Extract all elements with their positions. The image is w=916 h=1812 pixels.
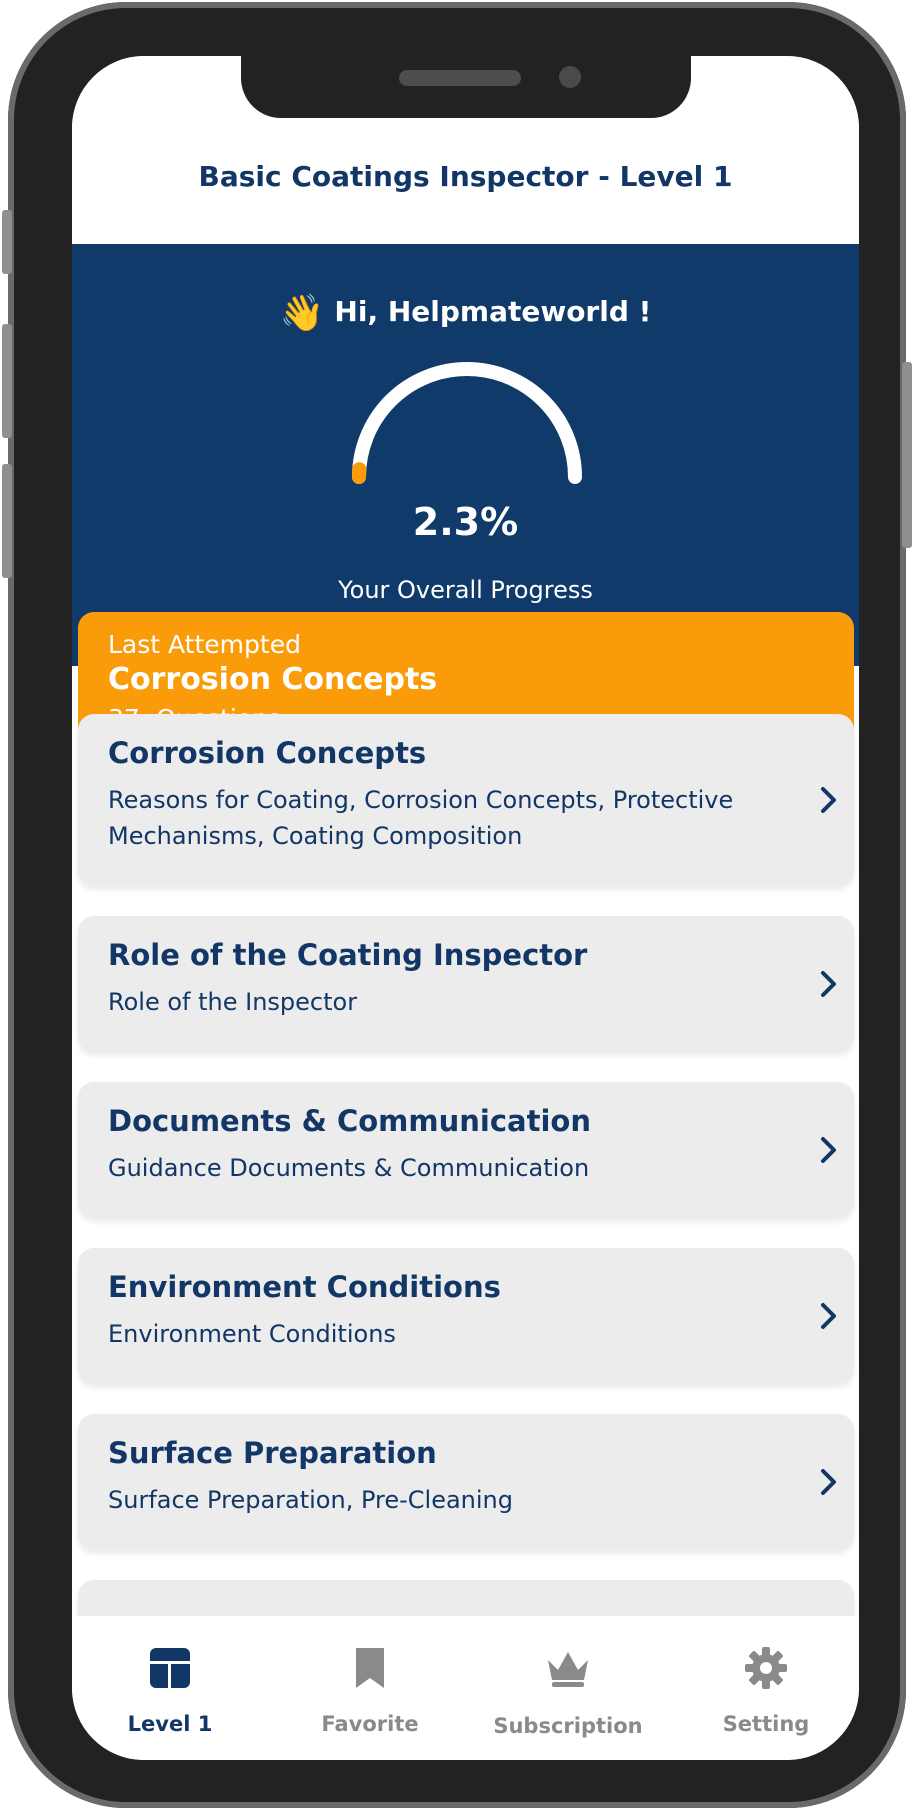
topic-card-documents-communication[interactable]: Documents & Communication Guidance Docum… [78, 1082, 854, 1218]
tab-subscription[interactable]: Subscription [470, 1616, 666, 1760]
topic-description: Reasons for Coating, Corrosion Concepts,… [108, 786, 734, 850]
chevron-right-icon [821, 1137, 836, 1163]
chevron-right-icon [821, 1469, 836, 1495]
tab-level-1[interactable]: Level 1 [72, 1616, 268, 1760]
notch [241, 50, 691, 118]
topic-card-surface-preparation[interactable]: Surface Preparation Surface Preparation,… [78, 1414, 854, 1550]
chevron-right-icon [821, 1303, 836, 1329]
gear-icon [745, 1647, 787, 1689]
tab-label: Subscription [493, 1714, 643, 1738]
volume-down-button [2, 464, 12, 578]
chevron-right-icon [821, 971, 836, 997]
last-attempted-label: Last Attempted [108, 630, 301, 659]
tab-setting[interactable]: Setting [668, 1616, 859, 1760]
progress-gauge [352, 362, 582, 484]
bottom-tab-bar: Level 1 Favorite Subscription [72, 1616, 859, 1760]
topic-card-role-of-inspector[interactable]: Role of the Coating Inspector Role of th… [78, 916, 854, 1052]
bookmark-icon [356, 1648, 384, 1688]
greeting-text: Hi, Helpmateworld ! [334, 295, 652, 328]
speaker-grille [399, 70, 521, 86]
mute-switch [2, 210, 12, 274]
topic-title: Documents & Communication [108, 1104, 591, 1138]
topic-title: Role of the Coating Inspector [108, 938, 588, 972]
volume-up-button [2, 324, 12, 438]
progress-label: Your Overall Progress [338, 576, 593, 604]
tab-label: Favorite [321, 1712, 419, 1736]
topic-description: Role of the Inspector [108, 988, 358, 1016]
front-camera [559, 66, 581, 88]
topic-card-corrosion-concepts[interactable]: Corrosion Concepts Reasons for Coating, … [78, 714, 854, 886]
progress-value: 2.3% [412, 500, 519, 544]
topic-description: Guidance Documents & Communication [108, 1154, 590, 1182]
progress-hero: 👋 Hi, Helpmateworld ! [72, 244, 859, 666]
tab-favorite[interactable]: Favorite [272, 1616, 468, 1760]
power-button [902, 362, 912, 548]
topic-card-environment-conditions[interactable]: Environment Conditions Environment Condi… [78, 1248, 854, 1384]
topic-description: Environment Conditions [108, 1320, 396, 1348]
topic-description: Surface Preparation, Pre-Cleaning [108, 1486, 513, 1514]
topic-title: Surface Preparation [108, 1436, 437, 1470]
wave-icon: 👋 [279, 293, 325, 334]
crown-icon [548, 1652, 588, 1687]
chevron-right-icon [821, 787, 836, 813]
page-title: Basic Coatings Inspector - Level 1 [198, 160, 733, 193]
last-attempted-topic: Corrosion Concepts [108, 662, 438, 697]
tab-label: Setting [722, 1712, 810, 1736]
topic-title: Corrosion Concepts [108, 736, 427, 770]
layout-icon [150, 1648, 190, 1688]
greeting: 👋 Hi, Helpmateworld ! [72, 292, 859, 334]
app-screen: Basic Coatings Inspector - Level 1 👋 Hi, … [72, 56, 859, 1760]
tab-label: Level 1 [127, 1712, 213, 1736]
topic-title: Environment Conditions [108, 1270, 501, 1304]
gauge-track [352, 362, 582, 484]
